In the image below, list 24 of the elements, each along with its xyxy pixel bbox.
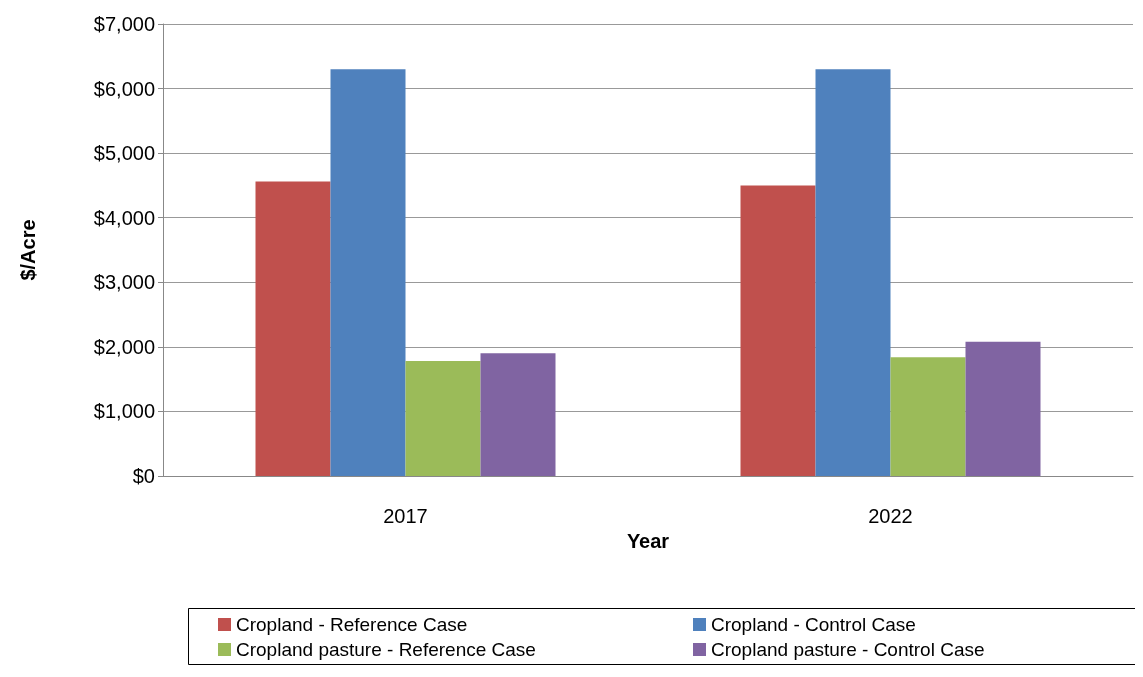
y-axis-title: $/Acre — [17, 219, 39, 281]
x-tick-label: 2022 — [868, 505, 913, 527]
x-axis-title: Year — [626, 529, 670, 552]
bar — [480, 353, 556, 476]
y-tick-label: $0 — [132, 465, 155, 487]
y-tick-label: $7,000 — [93, 13, 155, 35]
x-tick-label: 2017 — [383, 505, 428, 527]
bar — [330, 69, 406, 476]
bar — [890, 357, 966, 476]
y-tick-label: $4,000 — [93, 206, 155, 229]
bar — [740, 185, 816, 476]
legend-label: Cropland pasture - Reference Case — [236, 639, 536, 660]
y-tick-label: $5,000 — [93, 142, 155, 165]
y-tick-label: $1,000 — [93, 400, 155, 423]
legend-label: Cropland pasture - Control Case — [711, 639, 985, 660]
legend-label: Cropland - Control Case — [711, 614, 916, 635]
bar — [815, 69, 891, 476]
y-tick-label: $3,000 — [93, 271, 155, 294]
bar — [255, 181, 331, 476]
legend-label: Cropland - Reference Case — [236, 614, 468, 635]
y-tick-label: $6,000 — [93, 77, 155, 100]
bar — [965, 341, 1041, 476]
y-tick-label: $2,000 — [93, 335, 155, 358]
bar — [405, 361, 481, 476]
